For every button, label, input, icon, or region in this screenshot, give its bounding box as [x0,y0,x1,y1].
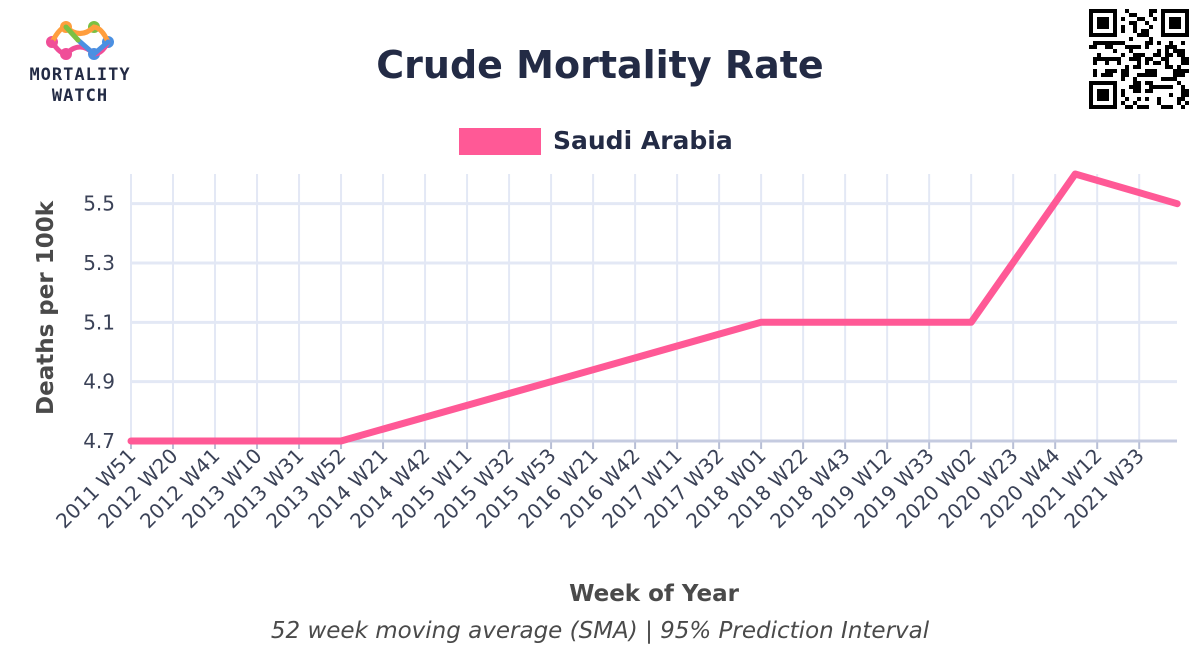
y-tick-label: 4.7 [83,429,115,453]
legend-label-saudi-arabia: Saudi Arabia [553,126,733,155]
chart-subtitle: 52 week moving average (SMA) | 95% Predi… [271,618,930,644]
logo-text-line1: MORTALITY [29,65,130,85]
mortality-watch-logo: MORTALITY WATCH [29,21,130,106]
series-layer [127,170,1181,445]
y-tick-label: 5.3 [83,251,115,275]
y-tick-label: 4.9 [83,370,115,394]
legend-swatch-saudi-arabia [459,128,541,155]
logo-text-line2: WATCH [52,86,108,106]
grid [130,174,1177,443]
y-tick-label: 5.1 [83,310,115,334]
logo-mark-icon [46,21,114,60]
series-line-saudi-arabia [127,170,1181,445]
chart-title: Crude Mortality Rate [376,43,823,87]
qr-code-icon [1089,9,1189,109]
y-axis-title: Deaths per 100k [33,200,59,415]
x-axis-title: Week of Year [569,581,740,607]
legend: Saudi Arabia [459,126,733,155]
y-tick-label: 5.5 [83,192,115,216]
y-axis-ticks: 4.7 4.9 5.1 5.3 5.5 [83,192,115,453]
